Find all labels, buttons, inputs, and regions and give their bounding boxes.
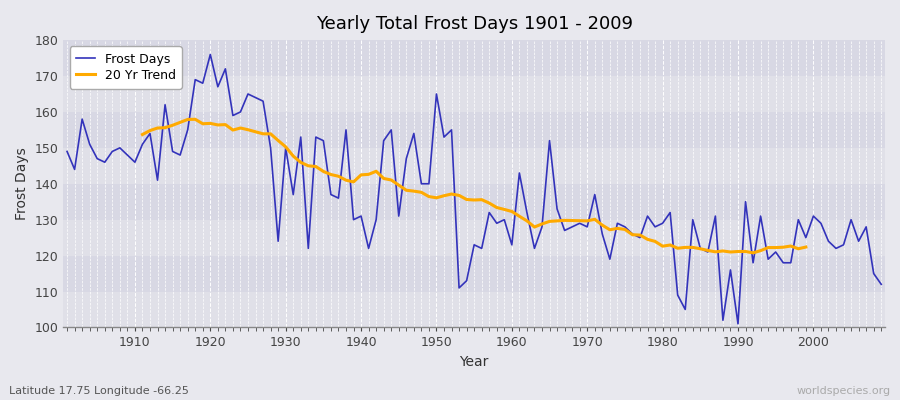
Text: Latitude 17.75 Longitude -66.25: Latitude 17.75 Longitude -66.25 bbox=[9, 386, 189, 396]
Bar bbox=[63, 220, 885, 256]
20 Yr Trend bbox=[748, 250, 759, 255]
Bar bbox=[63, 112, 885, 148]
20 Yr Trend bbox=[800, 245, 811, 250]
Line: 20 Yr Trend: 20 Yr Trend bbox=[142, 119, 806, 253]
Bar bbox=[63, 40, 885, 76]
Text: worldspecies.org: worldspecies.org bbox=[796, 386, 891, 396]
Frost Days bbox=[507, 242, 517, 247]
20 Yr Trend bbox=[190, 117, 201, 122]
20 Yr Trend bbox=[400, 188, 411, 193]
Line: Frost Days: Frost Days bbox=[68, 54, 881, 324]
Frost Days bbox=[733, 322, 743, 326]
Y-axis label: Frost Days: Frost Days bbox=[15, 147, 29, 220]
Frost Days bbox=[514, 170, 525, 175]
Frost Days bbox=[62, 149, 73, 154]
Bar bbox=[63, 256, 885, 292]
Frost Days bbox=[605, 257, 616, 262]
Bar bbox=[63, 184, 885, 220]
20 Yr Trend bbox=[280, 144, 291, 149]
X-axis label: Year: Year bbox=[460, 355, 489, 369]
Legend: Frost Days, 20 Yr Trend: Frost Days, 20 Yr Trend bbox=[69, 46, 182, 89]
Bar bbox=[63, 292, 885, 328]
Frost Days bbox=[122, 153, 133, 158]
Bar bbox=[63, 76, 885, 112]
Frost Days bbox=[876, 282, 886, 287]
20 Yr Trend bbox=[733, 249, 743, 254]
20 Yr Trend bbox=[484, 201, 495, 206]
20 Yr Trend bbox=[228, 128, 238, 132]
Frost Days bbox=[205, 52, 216, 57]
Frost Days bbox=[295, 135, 306, 140]
20 Yr Trend bbox=[137, 132, 148, 137]
20 Yr Trend bbox=[212, 122, 223, 127]
Frost Days bbox=[340, 128, 351, 132]
Title: Yearly Total Frost Days 1901 - 2009: Yearly Total Frost Days 1901 - 2009 bbox=[316, 15, 633, 33]
Bar bbox=[63, 148, 885, 184]
